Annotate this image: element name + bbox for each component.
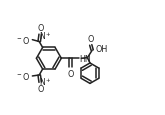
Text: HN: HN	[79, 54, 91, 63]
Text: N$^+$: N$^+$	[39, 76, 52, 87]
Text: $^-$O: $^-$O	[15, 34, 30, 45]
Text: O: O	[37, 85, 43, 94]
Text: OH: OH	[95, 45, 108, 54]
Text: O: O	[67, 70, 73, 79]
Text: O: O	[37, 24, 43, 33]
Text: N$^+$: N$^+$	[39, 30, 52, 42]
Text: O: O	[87, 34, 94, 43]
Text: $^-$O: $^-$O	[15, 71, 30, 82]
